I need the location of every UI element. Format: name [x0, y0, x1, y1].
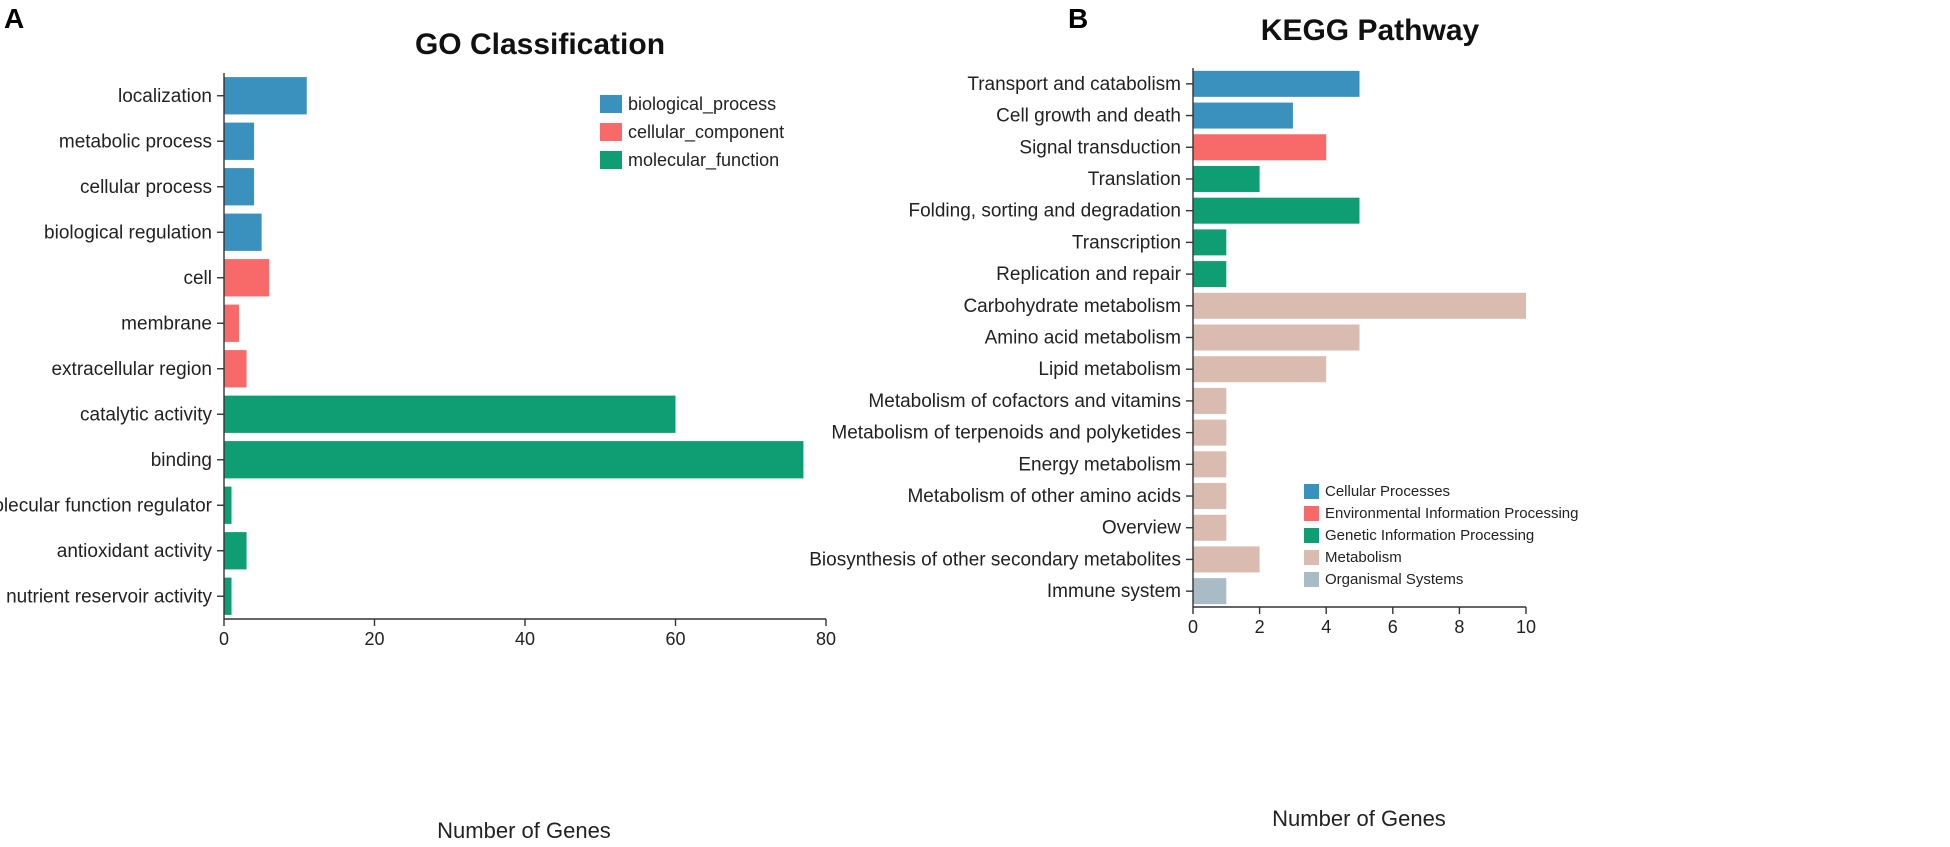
x-tick-label: 20 — [364, 629, 384, 649]
bar-kegg-16 — [1193, 578, 1227, 605]
legend-label: Genetic Information Processing — [1325, 527, 1534, 544]
bar-go-7 — [224, 395, 676, 433]
x-tick-label: 0 — [219, 629, 229, 649]
bar-go-4 — [224, 259, 270, 297]
category-label: Transport and catabolism — [967, 74, 1181, 95]
legend-swatch — [600, 95, 622, 113]
bar-kegg-7 — [1193, 292, 1526, 319]
legend-swatch — [600, 123, 622, 141]
x-tick-label: 60 — [665, 629, 685, 649]
category-label: Replication and repair — [996, 264, 1182, 285]
category-label: Transcription — [1072, 232, 1181, 253]
legend-label: Metabolism — [1325, 549, 1402, 566]
bar-kegg-5 — [1193, 229, 1227, 256]
legend-label: biological_process — [628, 94, 776, 115]
x-tick-label: 6 — [1388, 617, 1398, 637]
category-label: Cell growth and death — [996, 106, 1181, 127]
kegg-chart-title: KEGG Pathway — [1261, 14, 1480, 47]
category-label: cell — [183, 268, 212, 289]
go-x-axis-title: Number of Genes — [437, 818, 611, 843]
category-label: molecular function regulator — [0, 495, 213, 516]
go-chart-title: GO Classification — [415, 28, 665, 61]
x-tick-label: 2 — [1255, 617, 1265, 637]
category-label: Overview — [1102, 518, 1181, 539]
x-tick-label: 0 — [1188, 617, 1198, 637]
bar-go-1 — [224, 122, 255, 160]
category-label: biological regulation — [44, 222, 212, 243]
x-tick-label: 8 — [1454, 617, 1464, 637]
bar-kegg-2 — [1193, 134, 1327, 161]
bar-go-0 — [224, 77, 307, 115]
x-tick-label: 10 — [1516, 617, 1536, 637]
bar-go-11 — [224, 577, 232, 615]
category-label: binding — [151, 450, 212, 471]
category-label: Metabolism of terpenoids and polyketides — [831, 423, 1181, 444]
bar-kegg-11 — [1193, 419, 1227, 446]
x-tick-label: 40 — [515, 629, 535, 649]
bar-kegg-14 — [1193, 514, 1227, 541]
category-label: Biosynthesis of other secondary metaboli… — [809, 549, 1181, 570]
legend-label: cellular_component — [628, 122, 784, 143]
legend-swatch — [1304, 528, 1319, 543]
category-label: Metabolism of other amino acids — [907, 486, 1181, 507]
legend-swatch — [600, 151, 622, 169]
legend-swatch — [1304, 484, 1319, 499]
bar-go-2 — [224, 168, 255, 206]
x-tick-label: 80 — [816, 629, 836, 649]
legend-swatch — [1304, 572, 1319, 587]
bar-go-5 — [224, 304, 240, 342]
bar-kegg-9 — [1193, 356, 1327, 383]
bar-kegg-10 — [1193, 387, 1227, 414]
category-label: antioxidant activity — [57, 541, 213, 562]
legend-label: molecular_function — [628, 150, 779, 171]
category-label: Signal transduction — [1019, 137, 1181, 158]
category-label: cellular process — [80, 177, 212, 198]
category-label: Lipid metabolism — [1038, 359, 1181, 380]
bar-kegg-3 — [1193, 165, 1260, 192]
kegg-pathway-panel: B KEGG Pathway Number of Genes Transport… — [809, 3, 1578, 831]
legend-label: Organismal Systems — [1325, 571, 1463, 588]
bar-kegg-15 — [1193, 546, 1260, 573]
bar-go-3 — [224, 213, 262, 251]
category-label: Carbohydrate metabolism — [963, 296, 1181, 317]
bar-kegg-12 — [1193, 451, 1227, 478]
bar-kegg-13 — [1193, 483, 1227, 510]
category-label: Folding, sorting and degradation — [908, 201, 1181, 222]
bar-go-8 — [224, 441, 804, 479]
category-label: Immune system — [1047, 581, 1181, 602]
category-label: catalytic activity — [80, 404, 212, 425]
legend-label: Cellular Processes — [1325, 483, 1450, 500]
bar-kegg-4 — [1193, 197, 1360, 224]
x-tick-label: 4 — [1321, 617, 1331, 637]
legend-swatch — [1304, 550, 1319, 565]
bar-kegg-0 — [1193, 70, 1360, 97]
category-label: Metabolism of cofactors and vitamins — [868, 391, 1181, 412]
legend-swatch — [1304, 506, 1319, 521]
bar-kegg-1 — [1193, 102, 1293, 129]
category-label: metabolic process — [59, 131, 212, 152]
go-classification-panel: A GO Classification Number of Genes loca… — [0, 3, 836, 843]
category-label: localization — [118, 86, 212, 107]
category-label: membrane — [121, 313, 212, 334]
bar-kegg-6 — [1193, 261, 1227, 288]
panel-letter-a: A — [4, 3, 24, 34]
bar-go-10 — [224, 532, 247, 570]
panel-letter-b: B — [1068, 3, 1088, 34]
category-label: nutrient reservoir activity — [6, 586, 212, 607]
bar-go-9 — [224, 486, 232, 524]
bar-go-6 — [224, 350, 247, 388]
legend-label: Environmental Information Processing — [1325, 505, 1578, 522]
category-label: Energy metabolism — [1018, 454, 1181, 475]
bar-kegg-8 — [1193, 324, 1360, 351]
category-label: Amino acid metabolism — [985, 328, 1181, 349]
category-label: Translation — [1088, 169, 1181, 190]
category-label: extracellular region — [51, 359, 212, 380]
kegg-x-axis-title: Number of Genes — [1272, 806, 1446, 831]
